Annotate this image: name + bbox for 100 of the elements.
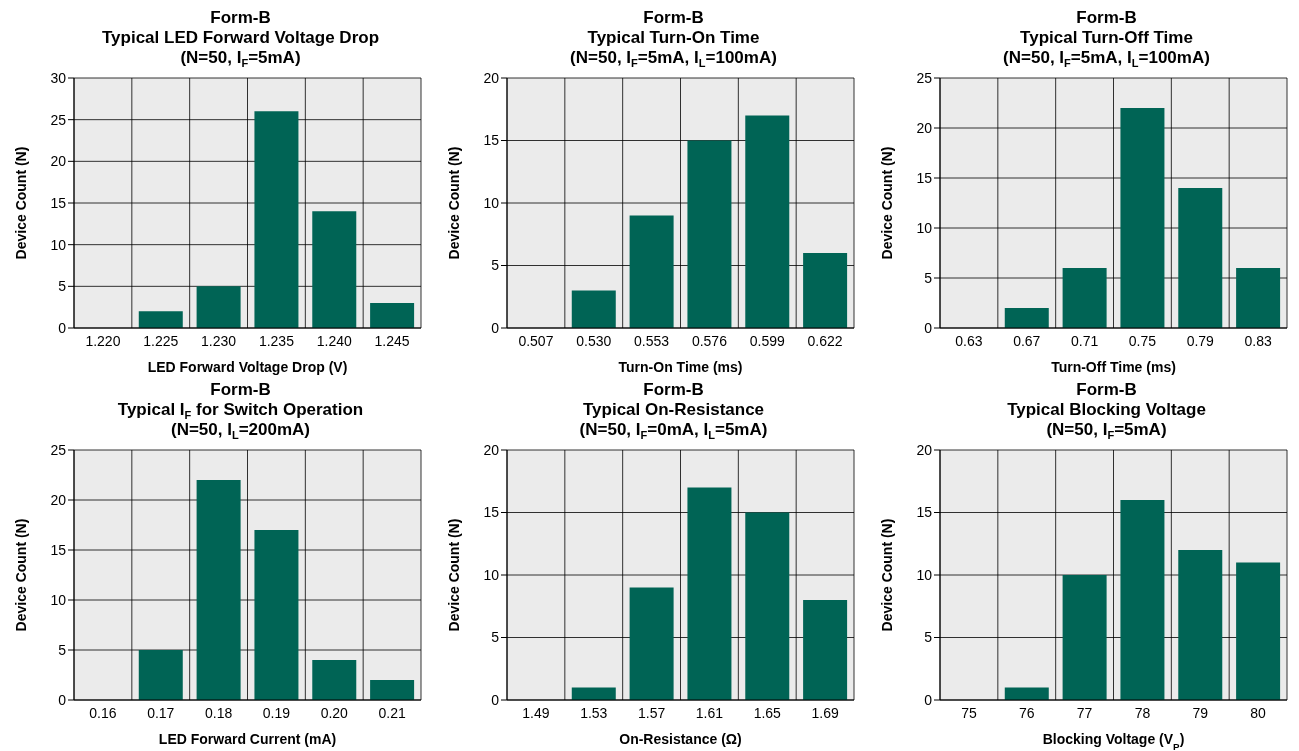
x-tick-label: 0.507 <box>518 332 554 349</box>
x-tick-label: 1.61 <box>695 704 724 721</box>
x-tick-label: 1.220 <box>85 332 121 349</box>
x-tick-label: 0.576 <box>691 332 728 349</box>
y-tick-label: 30 <box>50 69 67 86</box>
y-tick-label: 5 <box>491 629 500 646</box>
x-axis-title: On-Resistance (Ω) <box>619 731 742 747</box>
bar <box>1062 575 1107 700</box>
bar <box>138 311 183 328</box>
y-tick-label: 0 <box>491 691 500 708</box>
bar <box>1120 108 1165 328</box>
bar <box>254 530 299 700</box>
x-tick-label: 0.622 <box>807 332 843 349</box>
x-tick-label: 0.67 <box>1013 332 1041 349</box>
bar <box>138 650 183 700</box>
x-tick-label: 0.20 <box>320 704 349 721</box>
x-tick-label: 0.75 <box>1128 332 1157 349</box>
y-tick-label: 15 <box>50 541 67 558</box>
y-tick-label: 0 <box>924 691 933 708</box>
y-axis-title: Device Count (N) <box>879 146 895 260</box>
chart-title: Form-B Typical Blocking Voltage (N=50, I$_{F}$=5mA) <box>1007 380 1206 441</box>
x-tick-label: 0.79 <box>1186 332 1215 349</box>
bar <box>1004 308 1049 328</box>
y-tick-label: 20 <box>916 441 933 458</box>
bar <box>571 290 616 328</box>
y-tick-label: 20 <box>50 153 67 170</box>
bar <box>803 600 848 700</box>
y-axis-title: Device Count (N) <box>879 518 895 632</box>
x-axis-title: LED Forward Current (mA) <box>158 731 337 747</box>
x-tick-label: 76 <box>1018 704 1035 721</box>
x-tick-label: 1.69 <box>811 704 839 721</box>
x-tick-label: 1.230 <box>201 332 237 349</box>
x-tick-label: 1.53 <box>580 704 608 721</box>
x-tick-label: 0.18 <box>204 704 233 721</box>
bar <box>745 512 790 700</box>
y-tick-label: 15 <box>483 132 500 149</box>
x-tick-label: 1.245 <box>374 332 410 349</box>
y-tick-label: 20 <box>483 441 500 458</box>
bar <box>803 253 848 328</box>
x-tick-label: 0.553 <box>634 332 670 349</box>
y-tick-label: 25 <box>50 441 67 458</box>
chart-title: Form-B Typical I$_{F}$ for Switch Operation (N=50, I$_{L}$=200mA) <box>117 380 364 441</box>
x-axis-title: Blocking Voltage (V$_{P}$) <box>1042 731 1185 751</box>
x-tick-label: 0.16 <box>89 704 117 721</box>
x-tick-label: 0.71 <box>1070 332 1099 349</box>
bar <box>1178 188 1223 328</box>
x-axis-title: Turn-On Time (ms) <box>618 359 743 375</box>
bar <box>196 480 241 700</box>
x-tick-label: 77 <box>1076 704 1093 721</box>
chart-title: Form-B Typical Turn-Off Time (N=50, I$_{F}$=5mA, I$_{L}$=100mA) <box>1003 8 1210 69</box>
y-tick-label: 15 <box>916 169 933 186</box>
x-tick-label: 1.235 <box>258 332 295 349</box>
bar <box>1236 562 1281 700</box>
y-tick-label: 0 <box>58 691 67 708</box>
x-tick-label: 0.599 <box>749 332 785 349</box>
y-tick-label: 25 <box>916 69 933 86</box>
bar <box>312 660 357 700</box>
y-tick-label: 15 <box>916 504 933 521</box>
y-axis-title: Device Count (N) <box>13 146 29 260</box>
y-tick-label: 5 <box>924 269 933 286</box>
chart-title: Form-B Typical On-Resistance (N=50, I$_{F}$=0mA, I$_{L}$=5mA) <box>579 380 768 441</box>
y-tick-label: 5 <box>924 629 933 646</box>
x-tick-label: 80 <box>1250 704 1267 721</box>
y-tick-label: 20 <box>916 119 933 136</box>
y-tick-label: 10 <box>916 566 933 583</box>
bar <box>629 587 674 700</box>
bar <box>745 115 790 328</box>
bar <box>1178 550 1223 700</box>
x-tick-label: 1.225 <box>143 332 179 349</box>
x-tick-label: 1.49 <box>522 704 550 721</box>
y-tick-label: 10 <box>916 219 933 236</box>
y-tick-label: 25 <box>50 111 67 128</box>
x-tick-label: 0.530 <box>576 332 612 349</box>
y-tick-label: 10 <box>50 591 67 608</box>
x-tick-label: 0.63 <box>955 332 983 349</box>
x-tick-label: 78 <box>1134 704 1151 721</box>
y-axis-title: Device Count (N) <box>446 146 462 260</box>
x-tick-label: 75 <box>961 704 977 721</box>
x-tick-label: 0.21 <box>378 704 406 721</box>
y-axis-title: Device Count (N) <box>13 518 29 632</box>
bar <box>312 211 357 328</box>
y-tick-label: 20 <box>483 69 500 86</box>
y-tick-label: 0 <box>491 319 500 336</box>
bar <box>687 487 732 700</box>
x-tick-label: 0.19 <box>262 704 291 721</box>
bar <box>196 286 241 328</box>
bar <box>687 140 732 328</box>
bar <box>370 680 415 700</box>
y-tick-label: 0 <box>924 319 933 336</box>
y-tick-label: 10 <box>50 236 67 253</box>
y-tick-label: 15 <box>50 194 67 211</box>
bar <box>629 215 674 328</box>
y-tick-label: 10 <box>483 194 500 211</box>
x-tick-label: 1.240 <box>316 332 352 349</box>
chart-title: Form-B Typical LED Forward Voltage Drop (N=50, I$_{F}$=5mA) <box>101 8 380 69</box>
x-tick-label: 79 <box>1192 704 1209 721</box>
bar <box>1062 268 1107 328</box>
x-tick-label: 0.17 <box>147 704 175 721</box>
bar <box>1236 268 1281 328</box>
y-tick-label: 20 <box>50 491 67 508</box>
